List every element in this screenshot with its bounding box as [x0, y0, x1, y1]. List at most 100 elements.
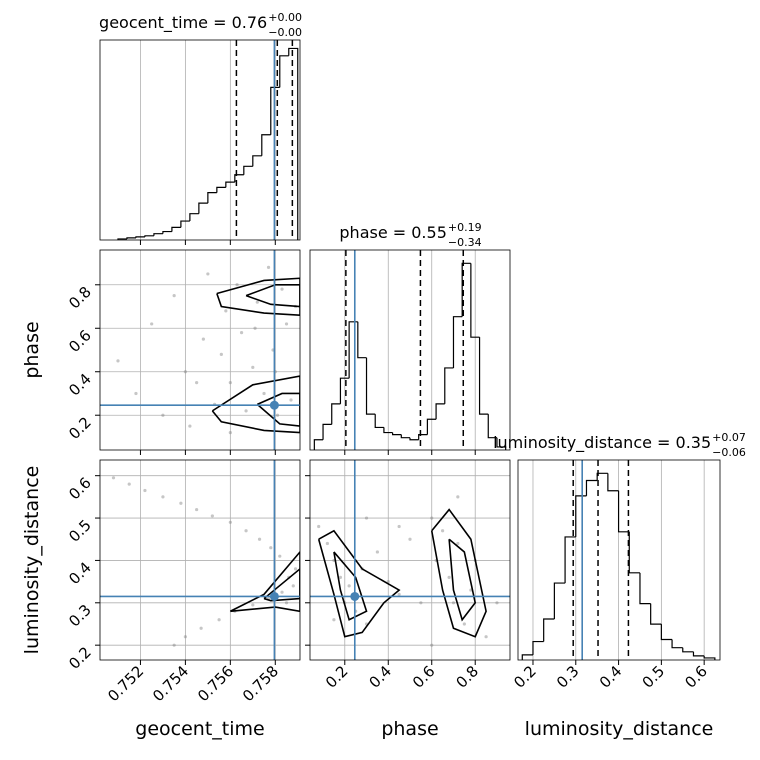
histogram-bin: [153, 233, 163, 236]
point: [419, 601, 423, 605]
x-tick-label: 0.6: [409, 662, 439, 692]
panel: [100, 460, 300, 660]
point: [447, 575, 451, 579]
histogram-bin: [409, 437, 419, 441]
point: [183, 370, 187, 374]
x-tick-label: 0.752: [104, 662, 147, 705]
histogram-bin: [470, 263, 480, 338]
panel-frame: [99, 249, 301, 451]
histogram-bin: [189, 213, 199, 222]
histogram-bin: [216, 186, 226, 193]
contour: [263, 567, 300, 602]
x-tick-label: 0.2: [510, 662, 540, 692]
panel-frame: [309, 459, 511, 661]
truth-point: [269, 591, 279, 601]
histogram-bin: [162, 230, 172, 234]
histogram-bin: [357, 321, 367, 359]
histogram-bin: [198, 202, 208, 214]
y-tick-label: 0.4: [65, 370, 95, 400]
panel-title: geocent_time = 0.76: [99, 13, 267, 33]
contour: [430, 508, 487, 638]
x-axis-label: geocent_time: [135, 718, 264, 740]
panel-title: luminosity_distance = 0.35: [493, 433, 711, 453]
histogram-bin: [496, 437, 507, 450]
panel: [100, 250, 300, 450]
histogram-bin: [270, 86, 280, 135]
histogram-bin: [279, 55, 289, 88]
point: [386, 580, 390, 584]
point: [293, 567, 298, 571]
x-tick-label: 0.6: [681, 662, 711, 692]
title-upper: +0.07: [712, 431, 746, 444]
x-tick-label: 0.4: [596, 662, 626, 692]
histogram-bin: [374, 414, 384, 429]
point: [275, 413, 280, 417]
contour: [448, 538, 477, 622]
point: [239, 331, 244, 335]
panel-title: phase = 0.55: [339, 223, 446, 242]
point: [228, 381, 232, 385]
truth-point: [269, 400, 279, 410]
histogram-bin: [135, 236, 145, 238]
point: [456, 541, 460, 546]
point: [347, 584, 351, 588]
point: [291, 584, 295, 588]
point: [195, 381, 199, 385]
point: [206, 272, 210, 276]
histogram-bin: [348, 321, 358, 379]
contour: [333, 551, 368, 621]
point: [289, 398, 293, 402]
contour: [245, 283, 300, 308]
histogram-bin: [383, 427, 393, 434]
histogram-bin: [487, 414, 497, 439]
point: [397, 524, 401, 529]
histogram-bin: [671, 639, 683, 649]
y-tick-label: 0.2: [65, 413, 95, 443]
title-upper: +0.19: [448, 221, 482, 234]
panel: [521, 460, 716, 660]
histogram-bin: [617, 490, 630, 533]
x-tick-label: 0.8: [452, 662, 482, 692]
point: [210, 514, 214, 518]
histogram-bin: [418, 434, 428, 440]
point: [183, 635, 187, 639]
point: [408, 537, 412, 541]
point: [430, 643, 434, 647]
point: [484, 635, 488, 639]
contour: [317, 529, 401, 638]
y-tick-label: 0.6: [65, 474, 95, 504]
point: [284, 322, 289, 326]
histogram-bin: [628, 531, 640, 574]
point: [456, 495, 460, 499]
contour: [211, 375, 300, 434]
point: [262, 391, 266, 396]
histogram-bin: [365, 357, 376, 415]
title-lower: −0.00: [268, 26, 302, 39]
histogram-bin: [331, 403, 341, 425]
x-tick-label: 0.756: [194, 662, 237, 705]
histogram-bin: [461, 262, 471, 317]
histogram-bin: [532, 640, 544, 655]
point: [441, 529, 445, 533]
point: [251, 365, 255, 369]
histogram-bin: [596, 472, 608, 481]
panel-frame: [99, 459, 301, 661]
point: [127, 482, 131, 486]
histogram-bin: [313, 439, 324, 450]
histogram-bin: [288, 47, 299, 240]
y-axis-label: phase: [21, 321, 43, 378]
histogram-bin: [207, 192, 217, 204]
title-lower: −0.06: [712, 446, 746, 459]
histogram-bin: [521, 654, 533, 660]
y-tick-label: 0.2: [65, 643, 95, 673]
y-tick-label: 0.8: [65, 283, 95, 313]
histogram-bin: [435, 403, 445, 420]
histogram-bin: [703, 655, 716, 660]
histogram-bin: [639, 572, 651, 605]
title-upper: +0.00: [268, 11, 302, 24]
point: [150, 322, 154, 326]
point: [161, 495, 165, 499]
histogram-bin: [243, 165, 253, 175]
panel: [310, 460, 510, 660]
